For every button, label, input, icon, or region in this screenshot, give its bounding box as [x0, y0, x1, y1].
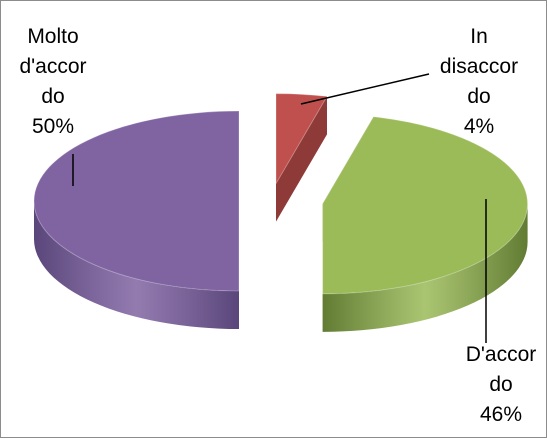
leader-lines	[72, 73, 487, 343]
data-label-line: D'accor	[466, 343, 537, 366]
pie-slice-inner-wall-in-disaccordo-1	[276, 96, 327, 222]
data-label-line: 4%	[464, 115, 494, 138]
data-labels: In disaccor do 4% D'accor do 46% Molto d'accor do…	[19, 25, 536, 426]
leader-line-in-disaccordo	[300, 73, 430, 105]
data-label-d-accordo: D'accor do 46%	[466, 343, 537, 426]
data-label-line: d'accor	[19, 55, 86, 78]
data-label-line: disaccor	[440, 55, 518, 78]
pie-slice-molto-d-accordo	[33, 110, 240, 292]
pie-slice-tops	[33, 93, 529, 295]
data-label-line: do	[467, 85, 490, 108]
pie-slice-side-d-accordo	[322, 203, 528, 332]
pie-slice-in-disaccordo	[275, 93, 328, 186]
data-label-line: 46%	[480, 403, 522, 426]
pie-slice-side-molto-d-accordo	[34, 201, 239, 329]
data-label-molto-d-accordo: Molto d'accor do 50%	[19, 25, 86, 138]
pie-slice-d-accordo	[322, 116, 529, 295]
data-label-line: In	[470, 25, 488, 48]
data-label-line: do	[41, 85, 64, 108]
data-label-line: 50%	[32, 115, 74, 138]
data-label-line: do	[489, 373, 512, 396]
data-label-line: Molto	[27, 25, 78, 48]
data-label-in-disaccordo: In disaccor do 4%	[440, 25, 518, 138]
